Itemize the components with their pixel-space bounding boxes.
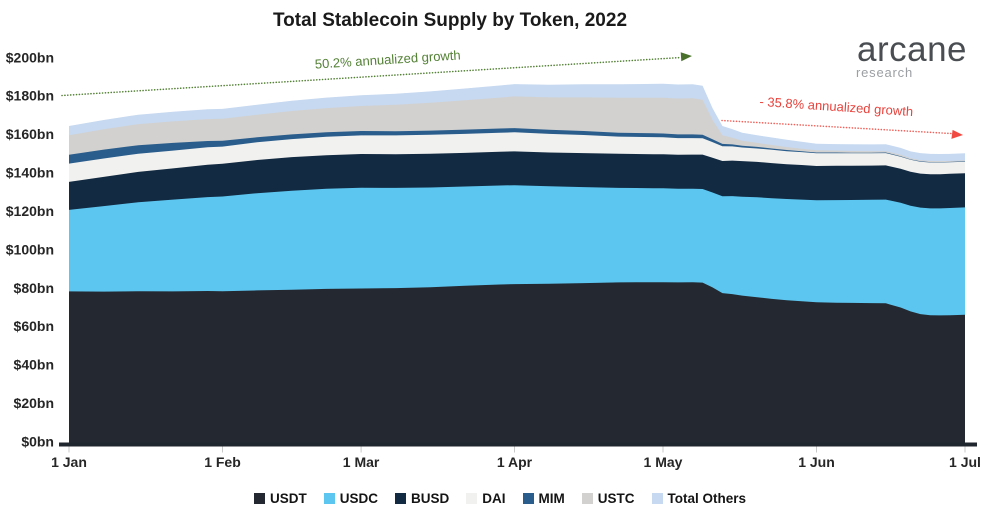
y-tick-label: $140bn <box>6 165 54 181</box>
x-axis-ticks <box>68 446 966 453</box>
legend-item-mim: MIM <box>522 490 565 506</box>
y-tick-label: $160bn <box>6 126 54 142</box>
legend-item-total-others: Total Others <box>651 490 747 506</box>
plot-area <box>69 83 965 445</box>
legend-label-total-others: Total Others <box>667 490 747 506</box>
legend-item-usdc: USDC <box>323 490 378 506</box>
y-tick-label: $20bn <box>14 395 54 411</box>
y-tick-label: $100bn <box>6 241 54 257</box>
y-tick-label: $120bn <box>6 203 54 219</box>
legend-label-ustc: USTC <box>597 490 635 506</box>
legend-swatch-ustc <box>581 492 593 504</box>
legend-label-mim: MIM <box>538 490 565 506</box>
decline-annotation-label: - 35.8% annualized growth <box>759 94 914 119</box>
x-tick-label: 1 Jun <box>798 454 835 470</box>
logo-brand-text: arcane <box>857 30 967 69</box>
growth-arrowhead-icon <box>680 52 692 62</box>
x-tick-label: 1 Jul <box>949 454 981 470</box>
legend-item-ustc: USTC <box>581 490 635 506</box>
x-tick-label: 1 Mar <box>343 454 380 470</box>
legend-label-usdc: USDC <box>339 490 378 506</box>
logo-sub-text: research <box>856 65 913 80</box>
arcane-research-logo: arcane research <box>856 30 967 80</box>
y-tick-label: $40bn <box>14 357 54 373</box>
decline-dotted-line <box>721 119 952 135</box>
legend-swatch-dai <box>466 492 478 504</box>
chart-title: Total Stablecoin Supply by Token, 2022 <box>273 10 627 31</box>
y-tick-label: $60bn <box>14 318 54 334</box>
growth-dotted-line <box>61 56 682 97</box>
x-axis-labels: 1 Jan 1 Feb 1 Mar 1 Apr 1 May 1 Jun 1 Jul <box>51 454 981 470</box>
legend-label-usdt: USDT <box>269 490 307 506</box>
decline-annotation: - 35.8% annualized growth <box>721 94 963 139</box>
legend-item-dai: DAI <box>466 490 506 506</box>
x-tick-label: 1 Apr <box>497 454 533 470</box>
y-tick-label: $80bn <box>14 280 54 296</box>
legend-swatch-usdt <box>253 492 265 504</box>
legend: USDT USDC BUSD DAI MIM USTC Total Others <box>0 487 1000 509</box>
legend-label-dai: DAI <box>482 490 506 506</box>
legend-swatch-usdc <box>323 492 335 504</box>
x-tick-label: 1 May <box>644 454 683 470</box>
growth-annotation-label: 50.2% annualized growth <box>314 47 461 71</box>
y-axis-labels: $0bn $20bn $40bn $60bn $80bn $100bn $120bn $140… <box>6 49 54 449</box>
y-tick-label: $180bn <box>6 88 54 104</box>
legend-label-busd: BUSD <box>410 490 450 506</box>
legend-item-busd: BUSD <box>394 490 450 506</box>
x-tick-label: 1 Jan <box>51 454 87 470</box>
decline-arrowhead-icon <box>951 129 963 139</box>
x-tick-label: 1 Feb <box>204 454 241 470</box>
area-usdt <box>69 282 965 445</box>
legend-item-usdt: USDT <box>253 490 307 506</box>
y-tick-label: $200bn <box>6 49 54 65</box>
y-tick-label: $0bn <box>21 434 54 450</box>
legend-swatch-total-others <box>651 492 663 504</box>
legend-swatch-busd <box>394 492 406 504</box>
legend-swatch-mim <box>522 492 534 504</box>
